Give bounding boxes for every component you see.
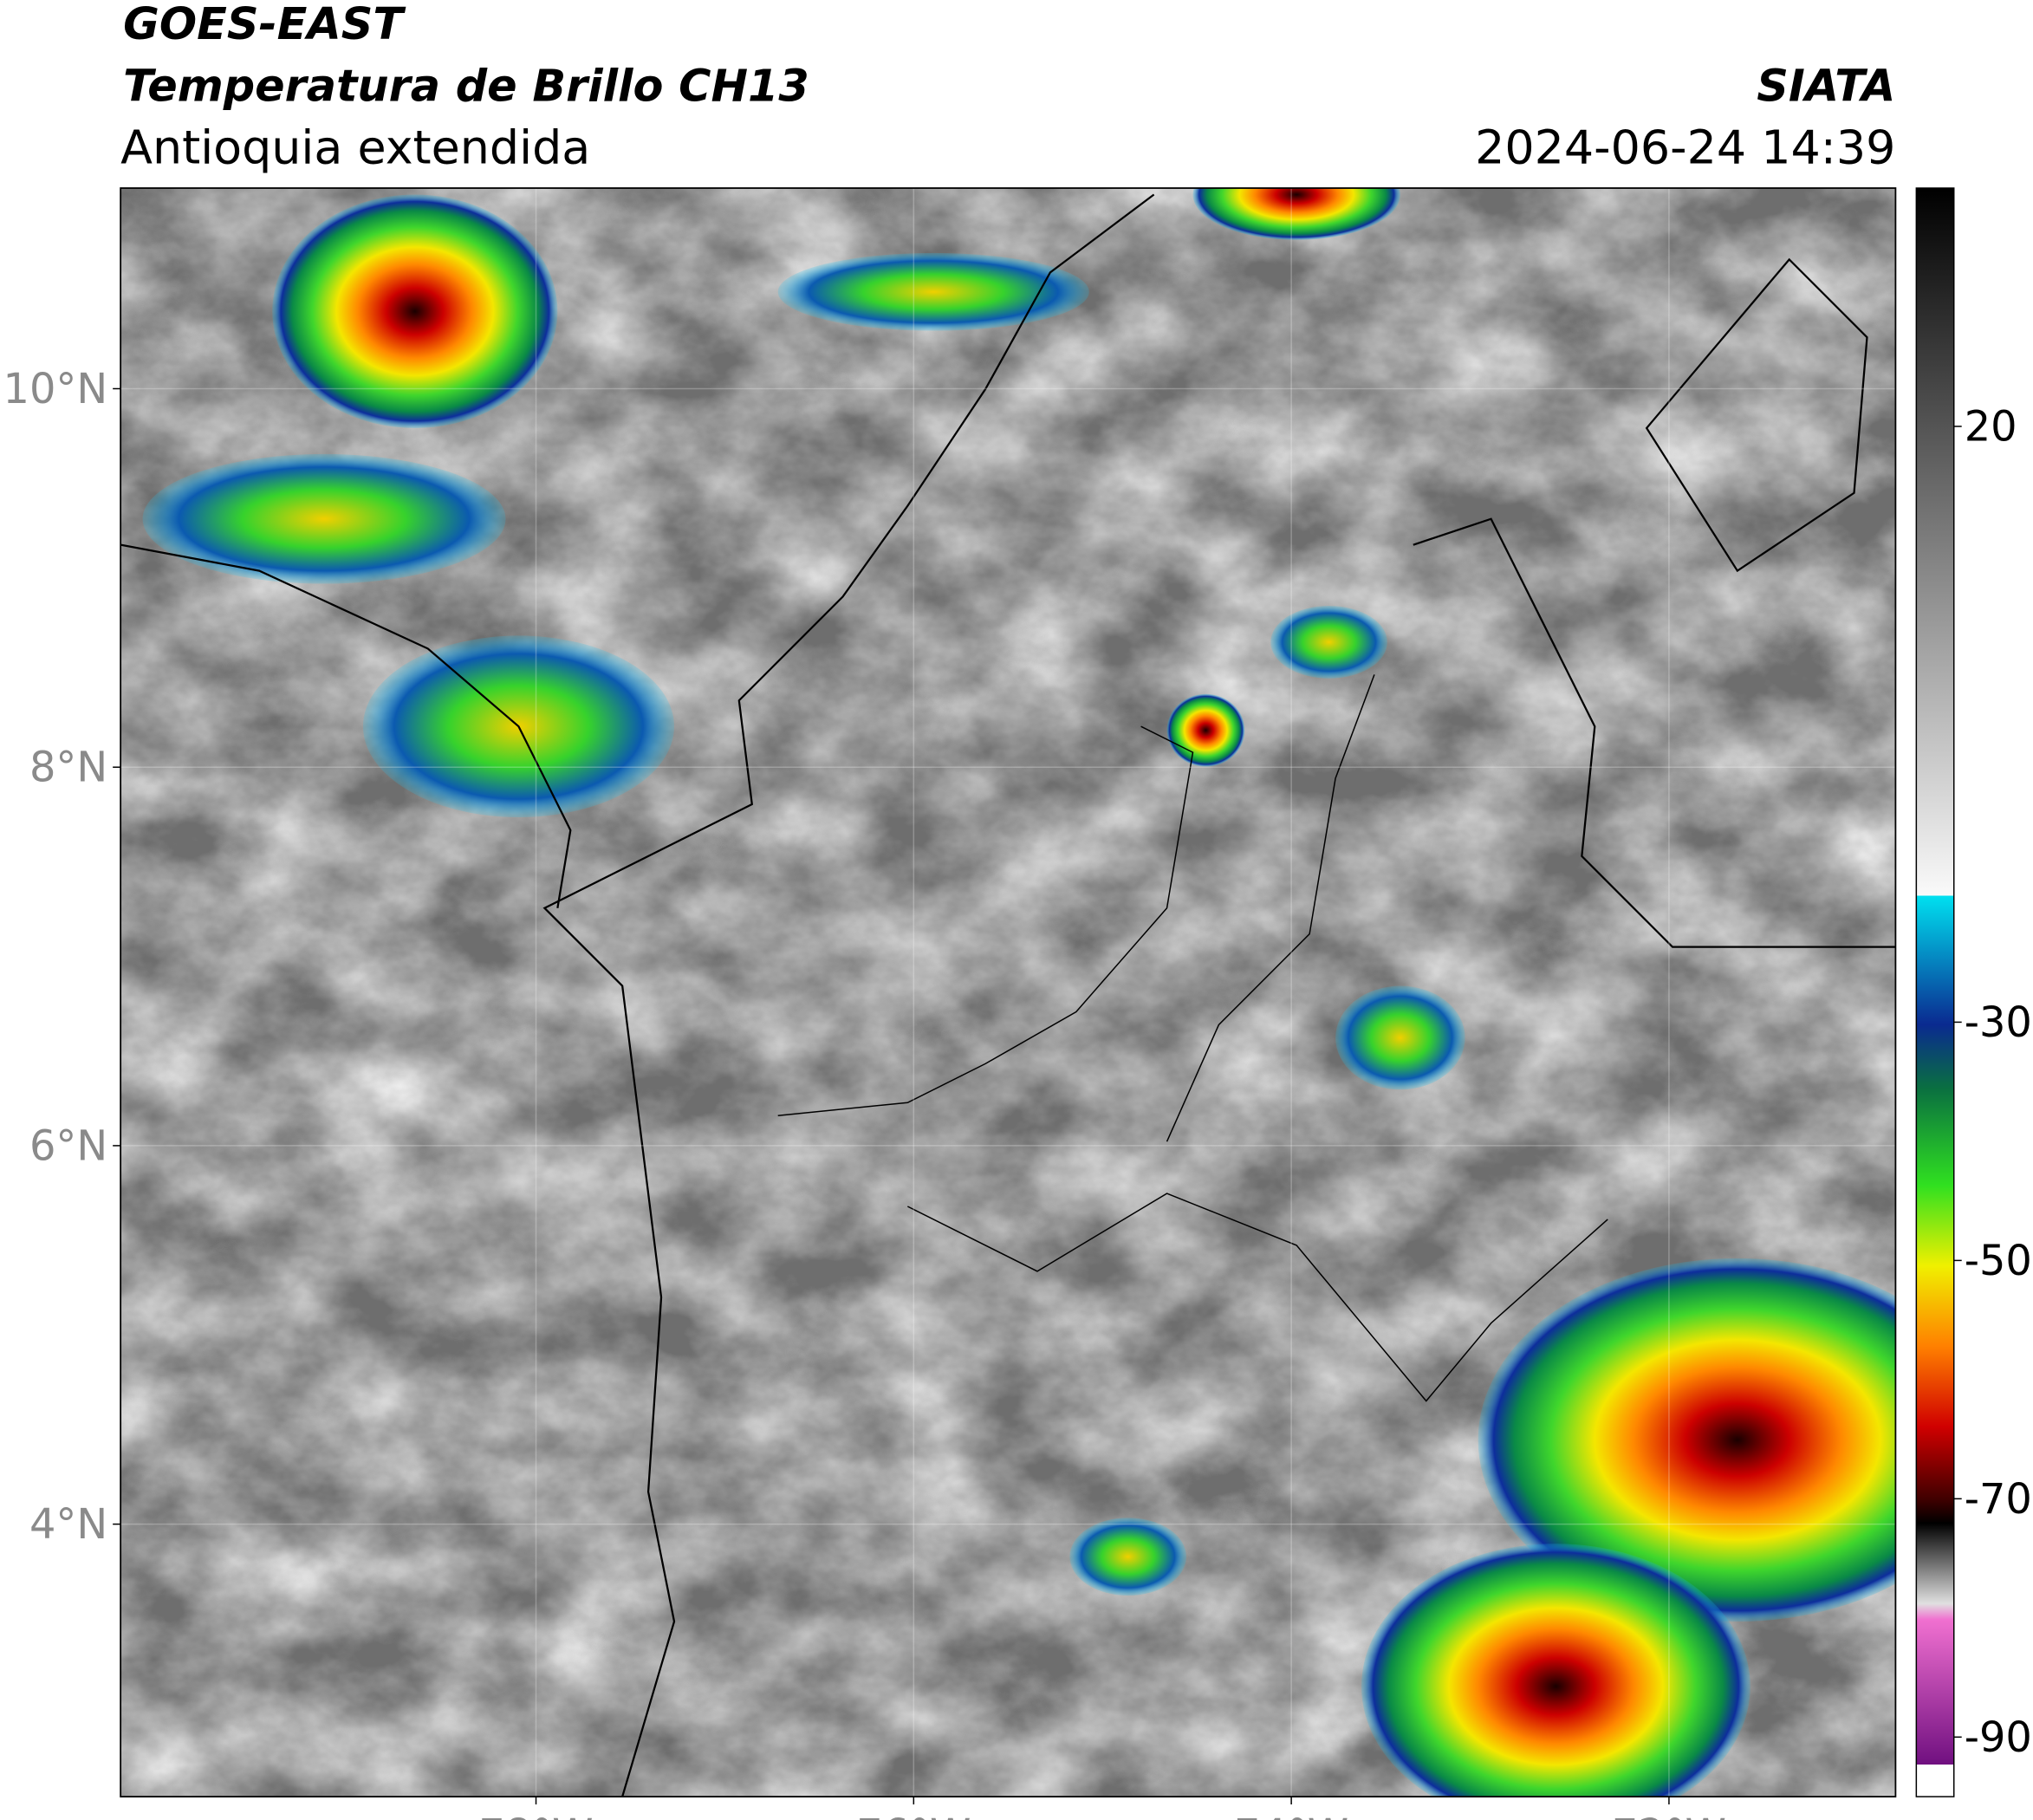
coastline	[120, 543, 572, 908]
colorbar-tick-label: -30	[1965, 999, 2032, 1047]
grid	[120, 188, 1896, 1797]
cloud-cluster	[1361, 1544, 1750, 1797]
datetime: 2024-06-24 14:39	[1475, 120, 1895, 175]
x-tick-label: 78°W	[478, 1811, 593, 1820]
department-border	[777, 674, 1608, 1402]
colorbar	[1915, 187, 1955, 1797]
colorbar-tick-label: -90	[1965, 1714, 2032, 1762]
cloud-cluster	[1270, 606, 1387, 679]
y-tick-label: 6°N	[29, 1122, 107, 1170]
map-frame	[120, 187, 1897, 1797]
cloud-cluster	[1478, 1258, 1896, 1622]
colorbar-tick-label: -70	[1965, 1476, 2032, 1524]
y-tick-label: 8°N	[29, 744, 107, 792]
cloud-cluster	[142, 453, 506, 584]
coastline	[542, 193, 1155, 1797]
region: Antioquia extendida	[120, 120, 590, 175]
subtitle: Temperatura de Brillo CH13	[123, 61, 809, 112]
y-tick-label: 4°N	[29, 1501, 107, 1549]
x-tick-label: 74°W	[1234, 1811, 1348, 1820]
x-tick-label: 72°W	[1612, 1811, 1726, 1820]
cloud-cluster	[1192, 188, 1400, 240]
border-line	[1413, 257, 1896, 948]
cloud-cluster	[777, 252, 1089, 331]
agency: SIATA	[1757, 61, 1895, 112]
cloud-cluster	[1069, 1518, 1186, 1596]
cloud-cluster	[1166, 693, 1245, 767]
colorbar-tick-label: -50	[1965, 1238, 2032, 1285]
colorbar-tick-label: 20	[1965, 403, 2017, 451]
title: GOES-EAST	[123, 0, 406, 49]
satellite-image	[120, 188, 1896, 1797]
cloud-cluster	[1335, 985, 1465, 1090]
x-tick-label: 76°W	[856, 1811, 971, 1820]
cloud-cluster	[272, 194, 558, 428]
y-tick-label: 10°N	[3, 366, 108, 413]
